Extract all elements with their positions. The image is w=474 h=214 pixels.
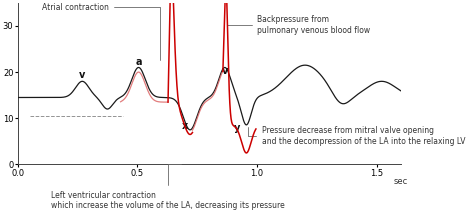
Text: a: a [135,56,142,67]
Text: Backpressure from
pulmonary venous blood flow: Backpressure from pulmonary venous blood… [227,15,370,35]
Text: Left ventricular contraction
which increase the volume of the LA, decreasing its: Left ventricular contraction which incre… [51,165,285,210]
Text: sec: sec [394,177,408,186]
Text: v: v [222,66,228,76]
Text: Pressure decrease from mitral valve opening
and the decompression of the LA into: Pressure decrease from mitral valve open… [247,126,465,146]
Text: Atrial contraction: Atrial contraction [42,3,160,60]
Text: y: y [234,123,240,133]
Text: v: v [79,70,85,80]
Text: x: x [182,121,188,131]
